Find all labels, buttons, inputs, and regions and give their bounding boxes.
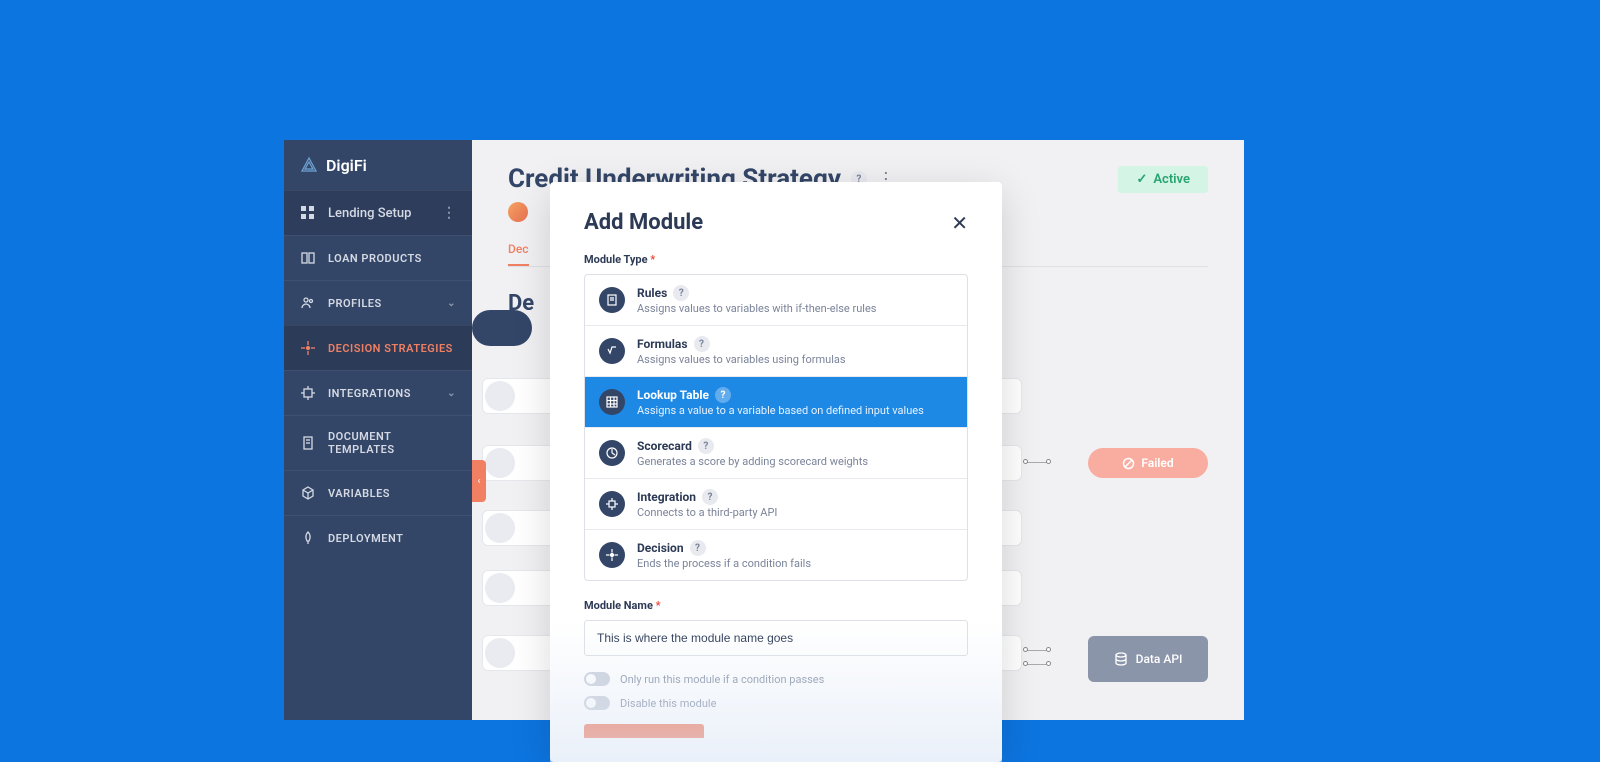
failed-badge: Failed: [1088, 448, 1208, 478]
module-name-label: Module Name *: [584, 599, 968, 612]
sidebar: DigiFi Lending Setup ⋮ LOAN PRODUCTS PRO…: [284, 140, 472, 720]
toggle-disable-label: Disable this module: [620, 697, 716, 710]
scorecard-icon: [599, 440, 625, 466]
module-type-formulas[interactable]: Formulas? Assigns values to variables us…: [585, 326, 967, 377]
book-icon: [300, 250, 316, 266]
module-type-list: Rules? Assigns values to variables with …: [584, 274, 968, 581]
status-badge: ✓ Active: [1118, 166, 1208, 193]
sidebar-item-profiles[interactable]: PROFILES ⌄: [284, 280, 472, 325]
integration-icon: [599, 491, 625, 517]
toggle-condition-row: Only run this module if a condition pass…: [584, 672, 968, 686]
type-title: Scorecard: [637, 439, 692, 453]
add-module-modal: Add Module ✕ Module Type * Rules? Assign…: [550, 182, 1002, 762]
help-icon[interactable]: ?: [715, 387, 731, 403]
prohibit-icon: [1122, 457, 1135, 470]
sidebar-item-variables[interactable]: VARIABLES: [284, 470, 472, 515]
module-type-scorecard[interactable]: Scorecard? Generates a score by adding s…: [585, 428, 967, 479]
chip-icon: [300, 385, 316, 401]
cube-icon: [300, 485, 316, 501]
sidebar-item-document-templates[interactable]: DOCUMENT TEMPLATES: [284, 415, 472, 470]
module-type-lookup-table[interactable]: Lookup Table? Assigns a value to a varia…: [585, 377, 967, 428]
status-text: Active: [1153, 172, 1190, 187]
check-icon: ✓: [1136, 172, 1147, 187]
submit-button[interactable]: [584, 724, 704, 738]
more-icon[interactable]: ⋮: [442, 205, 456, 221]
chevron-down-icon: ⌄: [447, 388, 456, 399]
type-desc: Generates a score by adding scorecard we…: [637, 455, 868, 468]
module-type-rules[interactable]: Rules? Assigns values to variables with …: [585, 275, 967, 326]
formulas-icon: [599, 338, 625, 364]
brand-name: DigiFi: [326, 156, 367, 175]
sidebar-collapse-handle[interactable]: ‹: [472, 460, 486, 502]
sidebar-item-label: VARIABLES: [328, 487, 390, 500]
type-title: Lookup Table: [637, 388, 709, 402]
module-type-integration[interactable]: Integration? Connects to a third-party A…: [585, 479, 967, 530]
sidebar-item-decision-strategies[interactable]: DECISION STRATEGIES: [284, 325, 472, 370]
sidebar-item-label: LOAN PRODUCTS: [328, 252, 422, 265]
data-api-node[interactable]: Data API: [1088, 636, 1208, 682]
type-title: Integration: [637, 490, 696, 504]
logo-icon: [300, 156, 318, 174]
chevron-down-icon: ⌄: [447, 298, 456, 309]
type-desc: Connects to a third-party API: [637, 506, 777, 519]
help-icon[interactable]: ?: [673, 285, 689, 301]
toggle-condition[interactable]: [584, 672, 610, 686]
modal-title: Add Module: [584, 210, 703, 235]
type-desc: Assigns values to variables with if-then…: [637, 302, 876, 315]
table-icon: [599, 389, 625, 415]
type-title: Decision: [637, 541, 684, 555]
help-icon[interactable]: ?: [702, 489, 718, 505]
modal-header: Add Module ✕: [584, 210, 968, 235]
type-desc: Assigns values to variables using formul…: [637, 353, 846, 366]
database-icon: [1114, 652, 1128, 666]
sidebar-item-lending-setup[interactable]: Lending Setup ⋮: [284, 190, 472, 235]
avatar: [508, 202, 528, 222]
strategy-icon: [300, 340, 316, 356]
toggle-disable[interactable]: [584, 696, 610, 710]
data-api-text: Data API: [1136, 652, 1183, 666]
sidebar-item-label: PROFILES: [328, 297, 382, 310]
failed-text: Failed: [1141, 456, 1173, 470]
document-icon: [300, 435, 316, 451]
rules-icon: [599, 287, 625, 313]
module-name-input[interactable]: [584, 620, 968, 656]
sidebar-item-label: DOCUMENT TEMPLATES: [328, 430, 456, 456]
users-icon: [300, 295, 316, 311]
type-title: Rules: [637, 286, 667, 300]
type-title: Formulas: [637, 337, 688, 351]
help-icon[interactable]: ?: [690, 540, 706, 556]
sidebar-item-loan-products[interactable]: LOAN PRODUCTS: [284, 235, 472, 280]
module-type-label: Module Type *: [584, 253, 968, 266]
type-desc: Ends the process if a condition fails: [637, 557, 811, 570]
tab-active[interactable]: Dec: [508, 234, 529, 266]
rocket-icon: [300, 530, 316, 546]
help-icon[interactable]: ?: [694, 336, 710, 352]
sidebar-item-deployment[interactable]: DEPLOYMENT: [284, 515, 472, 560]
sidebar-item-label: DECISION STRATEGIES: [328, 342, 453, 355]
type-desc: Assigns a value to a variable based on d…: [637, 404, 924, 417]
close-icon[interactable]: ✕: [951, 211, 968, 235]
sidebar-item-integrations[interactable]: INTEGRATIONS ⌄: [284, 370, 472, 415]
toggle-condition-label: Only run this module if a condition pass…: [620, 673, 824, 686]
toggle-disable-row: Disable this module: [584, 696, 968, 710]
logo: DigiFi: [284, 140, 472, 190]
help-icon[interactable]: ?: [698, 438, 714, 454]
module-type-decision[interactable]: Decision? Ends the process if a conditio…: [585, 530, 967, 580]
decision-icon: [599, 542, 625, 568]
sidebar-item-label: DEPLOYMENT: [328, 532, 403, 545]
sidebar-item-label: Lending Setup: [328, 206, 411, 221]
sidebar-item-label: INTEGRATIONS: [328, 387, 411, 400]
grid-icon: [300, 205, 316, 221]
